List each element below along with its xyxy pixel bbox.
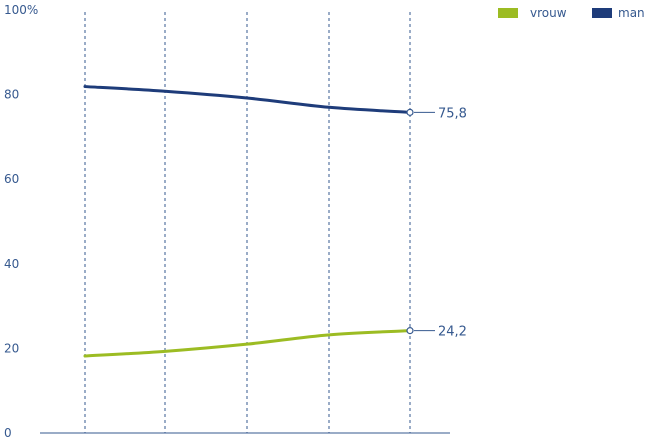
y-tick-label: 40: [4, 257, 19, 271]
series-line-man: [83, 85, 412, 114]
end-marker-vrouw: [406, 327, 414, 335]
legend-swatch-man: [592, 8, 612, 18]
legend: vrouw man: [498, 6, 645, 20]
axes: 0 20 40 60 80 100%: [4, 3, 450, 440]
legend-label-man: man: [618, 6, 645, 20]
data-labels: 24,2 75,8: [406, 106, 467, 340]
end-marker-man: [406, 108, 414, 116]
end-label-vrouw: 24,2: [438, 325, 467, 340]
legend-label-vrouw: vrouw: [530, 6, 567, 20]
y-tick-label: 20: [4, 341, 19, 355]
y-tick-label: 0: [4, 426, 12, 440]
end-label-man: 75,8: [438, 106, 467, 121]
series-line-vrouw: [83, 329, 412, 358]
vertical-gridlines: [84, 12, 411, 433]
legend-swatch-vrouw: [498, 8, 518, 18]
y-tick-label: 60: [4, 172, 19, 186]
y-tick-label: 100%: [4, 3, 38, 17]
y-tick-label: 80: [4, 88, 19, 102]
series-lines: [83, 85, 412, 358]
